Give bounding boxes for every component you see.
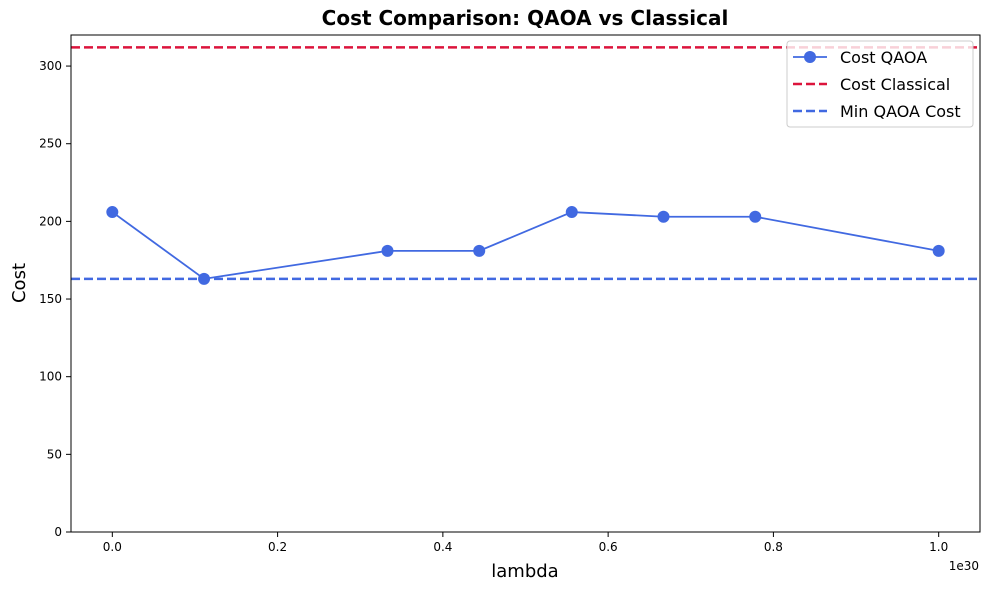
series-cost-qaoa-point xyxy=(381,244,394,257)
series-cost-qaoa-point xyxy=(565,206,578,219)
y-tick-label: 150 xyxy=(39,292,62,306)
x-tick-label: 0.0 xyxy=(103,540,122,554)
legend-box xyxy=(786,40,974,128)
y-tick-label: 300 xyxy=(39,59,62,73)
series-cost-qaoa-line xyxy=(111,211,939,280)
y-tick-label: 50 xyxy=(47,447,62,461)
x-axis-offset-label: 1e30 xyxy=(949,559,979,573)
y-tick-label: 100 xyxy=(39,370,62,384)
legend-cost-classical-label: Cost Classical xyxy=(840,75,950,94)
y-axis-ticks: 0 50 100 150 200 250 300 xyxy=(39,59,71,539)
legend-min-qaoa-cost-label: Min QAOA Cost xyxy=(840,102,961,121)
series-cost-qaoa-point xyxy=(932,244,945,257)
plot-frame xyxy=(70,34,981,533)
legend-cost-qaoa-marker xyxy=(804,51,816,63)
x-axis-ticks: 0.0 0.2 0.4 0.6 0.8 1.0 xyxy=(103,532,948,554)
x-tick-label: 0.4 xyxy=(433,540,452,554)
x-tick-label: 0.8 xyxy=(764,540,783,554)
series-cost-qaoa-point xyxy=(106,206,119,219)
y-tick-label: 250 xyxy=(39,137,62,151)
y-axis-label: Cost xyxy=(9,263,30,303)
series-cost-qaoa-point xyxy=(657,210,670,223)
series-cost-qaoa-point xyxy=(749,210,762,223)
y-tick-label: 0 xyxy=(54,525,62,539)
chart-title: Cost Comparison: QAOA vs Classical xyxy=(322,6,729,30)
x-tick-label: 0.2 xyxy=(268,540,287,554)
legend: Cost QAOA Cost Classical Min QAOA Cost xyxy=(786,40,974,128)
x-tick-label: 1.0 xyxy=(929,540,948,554)
series-cost-qaoa-point xyxy=(473,244,486,257)
y-tick-label: 200 xyxy=(39,214,62,228)
x-axis-label: lambda xyxy=(491,561,558,582)
legend-cost-qaoa-label: Cost QAOA xyxy=(840,48,927,67)
x-tick-label: 0.6 xyxy=(599,540,618,554)
